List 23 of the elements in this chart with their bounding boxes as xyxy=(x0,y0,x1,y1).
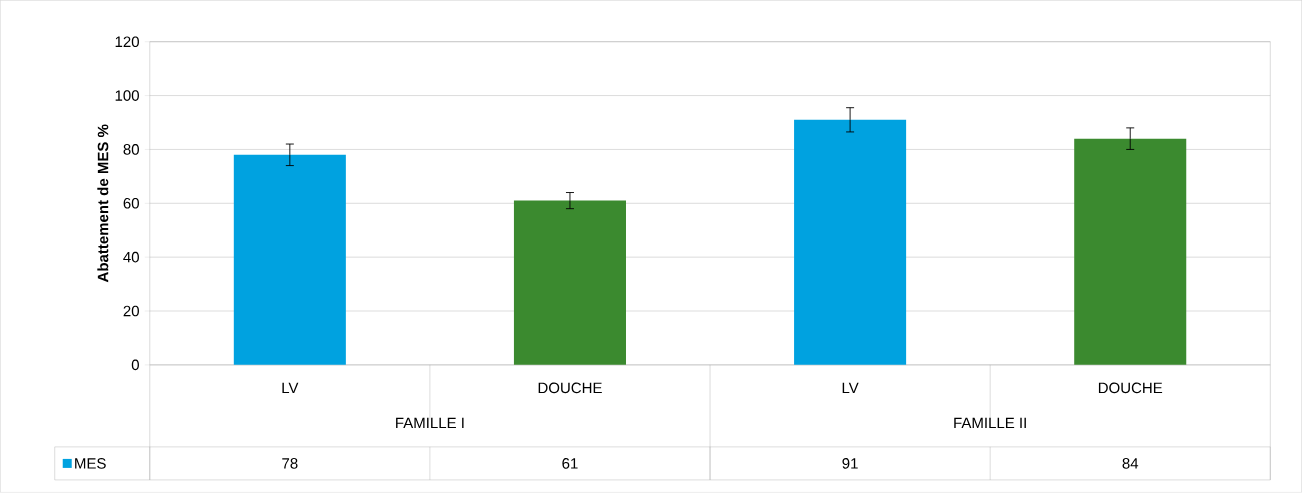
x-tick-label: DOUCHE xyxy=(1098,382,1163,394)
y-tick-label: 40 xyxy=(123,252,139,263)
y-tick-label: 0 xyxy=(131,359,139,371)
y-tick-label: 100 xyxy=(115,90,139,102)
bar xyxy=(1074,138,1187,366)
data-label: 78 xyxy=(282,458,298,469)
x-tick-label: DOUCHE xyxy=(538,382,602,394)
data-label: 84 xyxy=(1122,458,1139,469)
text: FAMILLE I xyxy=(396,417,464,429)
y-tick-label: 80 xyxy=(123,144,139,155)
data-label: 61 xyxy=(562,458,578,469)
y-tick-label: 60 xyxy=(123,198,139,209)
text: FAMILLE II xyxy=(954,417,1026,429)
x-tick-label: LV xyxy=(842,382,859,394)
x-tick-label: LV xyxy=(282,382,299,394)
bar xyxy=(513,200,626,366)
bar xyxy=(233,155,346,366)
y-axis-title: Abattement de MES % xyxy=(97,124,109,283)
y-tick-label: 20 xyxy=(123,305,139,317)
y-tick-label: 120 xyxy=(115,36,139,48)
bar xyxy=(794,119,907,366)
legend-label: MES xyxy=(75,458,106,469)
data-label: 91 xyxy=(842,458,858,469)
